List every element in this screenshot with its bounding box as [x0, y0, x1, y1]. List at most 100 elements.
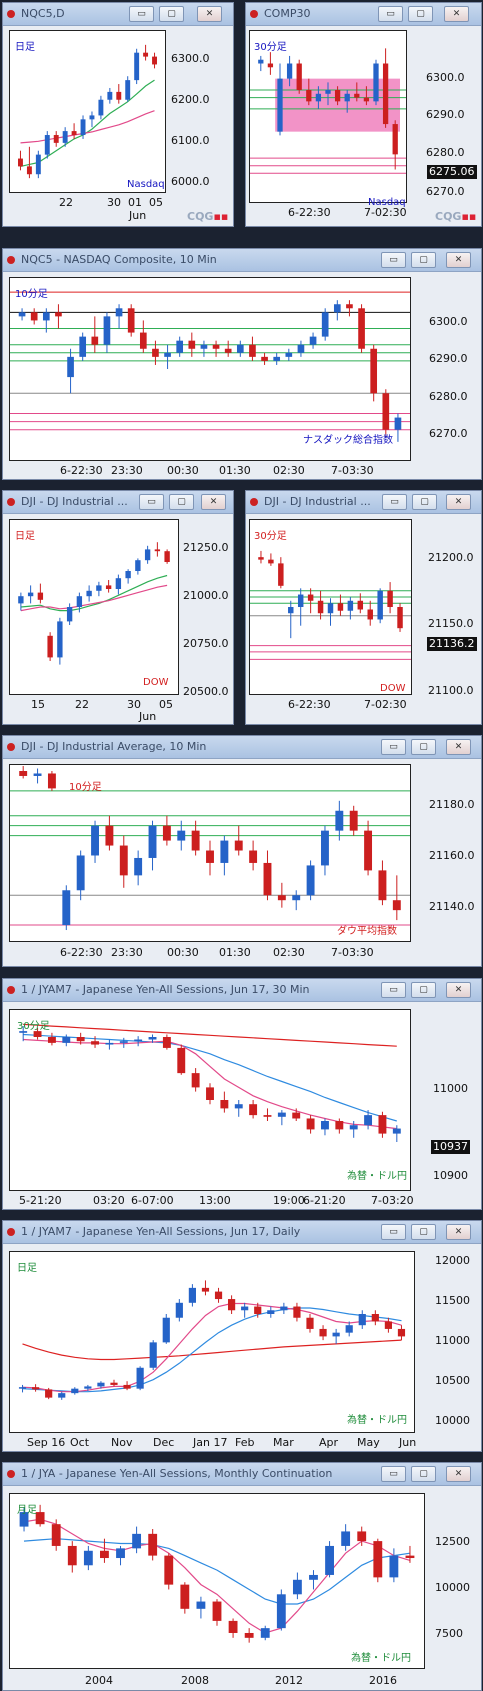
x-tick-label: 6-21:20 — [303, 1194, 346, 1207]
app-icon — [7, 1470, 15, 1478]
maximize-button[interactable]: ▢ — [411, 739, 436, 755]
maximize-button[interactable]: ▢ — [411, 982, 436, 998]
title-bar[interactable]: DJI - DJ Industrial Average, 10 Min ▭ ▢ ✕ — [3, 736, 481, 759]
close-button[interactable]: ✕ — [446, 982, 471, 998]
candle-body — [136, 1367, 144, 1389]
candle-body — [30, 312, 38, 321]
candle-body — [100, 1550, 109, 1559]
app-icon — [7, 986, 15, 994]
price-plot[interactable] — [9, 519, 179, 695]
x-tick-label: Sep 16 — [27, 1436, 66, 1449]
close-button[interactable]: ✕ — [444, 6, 469, 22]
chart-canvas — [18, 44, 157, 179]
last-price-badge: 6275.06 — [427, 165, 477, 179]
price-plot[interactable] — [9, 277, 411, 461]
chart-window-dji-30min[interactable]: DJI - DJ Industrial ... ▭ ▢ ✕ 30分足 DOW 212… — [245, 490, 482, 725]
x-tick-label: 6-07:00 — [131, 1194, 174, 1207]
title-bar[interactable]: COMP30 ▭ ▢ ✕ — [246, 3, 481, 26]
maximize-button[interactable]: ▢ — [169, 494, 194, 510]
candle-body — [236, 344, 244, 353]
candle-body — [382, 393, 390, 430]
price-plot[interactable] — [249, 30, 407, 203]
chart-window-dji-10min[interactable]: DJI - DJ Industrial Average, 10 Min ▭ ▢ ✕ … — [2, 735, 482, 967]
price-plot[interactable] — [249, 519, 412, 695]
chart-window-nqc5-daily[interactable]: NQC5,D ▭ ▢ ✕ 日足 Nasdaq 6300.0 6200.0 6100.… — [2, 2, 234, 227]
minimize-button[interactable]: ▭ — [381, 982, 406, 998]
candle-body — [276, 1594, 286, 1629]
candle-body — [357, 600, 364, 610]
timeframe-label: 日足 — [15, 42, 35, 53]
candle-body — [134, 52, 140, 81]
title-bar[interactable]: DJI - DJ Industrial ... ▭ ▢ ✕ — [3, 491, 233, 514]
timeframe-label: 30分足 — [254, 42, 287, 53]
minimize-button[interactable]: ▭ — [129, 6, 154, 22]
close-button[interactable]: ✕ — [446, 252, 471, 268]
minimize-button[interactable]: ▭ — [381, 1224, 406, 1240]
y-tick-label: 12500 — [435, 1535, 470, 1548]
maximize-button[interactable]: ▢ — [411, 252, 436, 268]
minimize-button[interactable]: ▭ — [378, 6, 403, 22]
price-plot[interactable] — [9, 1251, 415, 1433]
chart-window-dji-daily[interactable]: DJI - DJ Industrial ... ▭ ▢ ✕ 日足 DOW 21250… — [2, 490, 234, 725]
candle-body — [164, 352, 171, 357]
x-sub-label: Jun — [139, 710, 157, 723]
minimize-button[interactable]: ▭ — [139, 494, 164, 510]
close-button[interactable]: ✕ — [197, 6, 222, 22]
chart-window-jyam7-daily[interactable]: 1 / JYAM7 - Japanese Yen-All Sessions, J… — [2, 1220, 482, 1452]
close-button[interactable]: ✕ — [201, 494, 226, 510]
candle-body — [71, 131, 77, 136]
y-tick-label: 6280.0 — [426, 146, 465, 159]
price-plot[interactable] — [9, 1009, 411, 1191]
maximize-button[interactable]: ▢ — [159, 6, 184, 22]
price-plot[interactable] — [9, 1493, 425, 1669]
price-plot[interactable] — [9, 30, 166, 193]
maximize-button[interactable]: ▢ — [408, 6, 433, 22]
candle-body — [346, 304, 353, 309]
close-button[interactable]: ✕ — [446, 1466, 471, 1482]
chart-window-nqc5-10min[interactable]: NQC5 - NASDAQ Composite, 10 Min ▭ ▢ ✕ 10分足… — [2, 248, 482, 480]
candle-body — [58, 1393, 66, 1398]
title-bar[interactable]: NQC5,D ▭ ▢ ✕ — [3, 3, 233, 26]
candle-body — [387, 590, 393, 607]
title-bar[interactable]: 1 / JYAM7 - Japanese Yen-All Sessions, J… — [3, 979, 481, 1002]
title-bar[interactable]: DJI - DJ Industrial ... ▭ ▢ ✕ — [246, 491, 481, 514]
symbol-label: 為替・ドル円 — [347, 1415, 407, 1426]
candle-body — [371, 1314, 379, 1322]
candle-body — [35, 1512, 45, 1525]
maximize-button[interactable]: ▢ — [411, 1466, 436, 1482]
title-bar[interactable]: 1 / JYAM7 - Japanese Yen-All Sessions, J… — [3, 1221, 481, 1244]
minimize-button[interactable]: ▭ — [381, 252, 406, 268]
candle-body — [76, 596, 83, 607]
candle-body — [220, 1100, 229, 1109]
minimize-button[interactable]: ▭ — [382, 494, 407, 510]
candle-body — [116, 91, 122, 100]
close-button[interactable]: ✕ — [446, 494, 471, 510]
candle-body — [297, 344, 305, 353]
x-tick-label: Apr — [319, 1436, 339, 1449]
y-tick-label: 21180.0 — [429, 798, 475, 811]
chart-window-comp30[interactable]: COMP30 ▭ ▢ ✕ 30分足 Nasdaq 6300.0 6290.0 628… — [245, 2, 482, 227]
close-button[interactable]: ✕ — [446, 1224, 471, 1240]
y-tick-label: 6000.0 — [171, 175, 210, 188]
moving-average-line — [23, 1033, 397, 1122]
minimize-button[interactable]: ▭ — [381, 1466, 406, 1482]
title-bar[interactable]: 1 / JYA - Japanese Yen-All Sessions, Mon… — [3, 1463, 481, 1486]
close-button[interactable]: ✕ — [446, 739, 471, 755]
title-bar[interactable]: NQC5 - NASDAQ Composite, 10 Min ▭ ▢ ✕ — [3, 249, 481, 272]
price-plot[interactable] — [9, 764, 411, 942]
candle-body — [196, 1601, 206, 1609]
candle-body — [234, 840, 243, 851]
chart-window-jyam7-30min[interactable]: 1 / JYAM7 - Japanese Yen-All Sessions, J… — [2, 978, 482, 1210]
candle-body — [307, 594, 314, 601]
maximize-button[interactable]: ▢ — [411, 1224, 436, 1240]
x-tick-label: 7-02:30 — [364, 698, 407, 711]
candle-body — [364, 1115, 373, 1126]
candle-body — [277, 78, 283, 132]
chart-window-jya-monthly[interactable]: 1 / JYA - Japanese Yen-All Sessions, Mon… — [2, 1462, 482, 1691]
candle-body — [57, 621, 63, 658]
maximize-button[interactable]: ▢ — [412, 494, 437, 510]
chart-canvas — [10, 291, 410, 442]
symbol-label: Nasdaq — [368, 197, 406, 208]
candle-body — [27, 592, 34, 597]
minimize-button[interactable]: ▭ — [381, 739, 406, 755]
